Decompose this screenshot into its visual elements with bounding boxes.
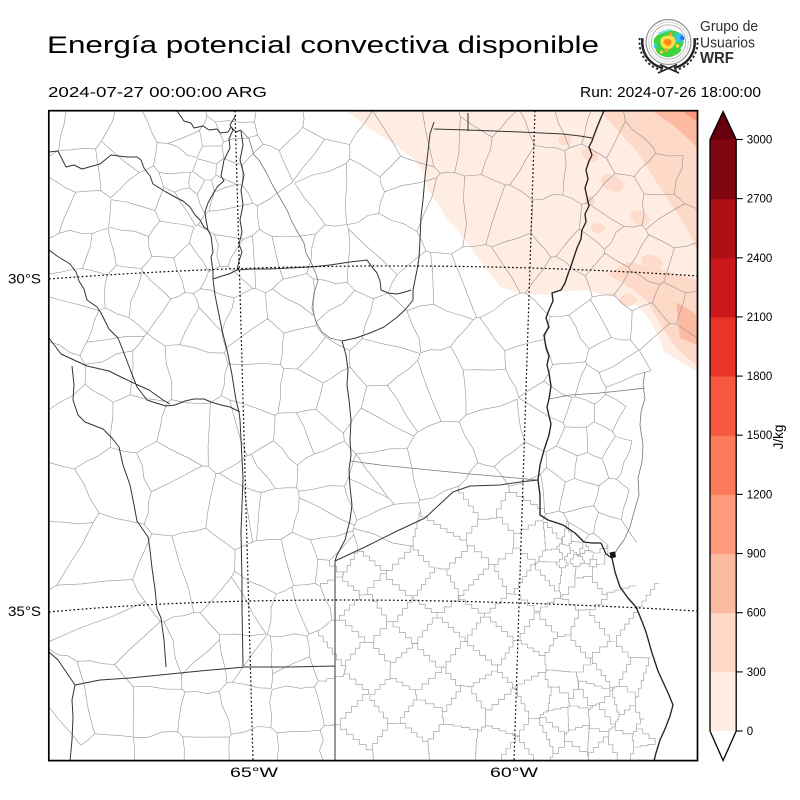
- svg-text:600: 600: [747, 608, 766, 620]
- svg-text:1800: 1800: [747, 371, 773, 383]
- svg-text:35°S: 35°S: [8, 604, 41, 619]
- svg-text:300: 300: [747, 667, 766, 679]
- svg-text:2024-07-27 00:00:00 ARG: 2024-07-27 00:00:00 ARG: [48, 85, 267, 101]
- svg-text:WRF: WRF: [700, 50, 734, 68]
- svg-text:Usuarios: Usuarios: [700, 35, 755, 52]
- svg-text:0: 0: [747, 726, 753, 738]
- svg-text:1200: 1200: [747, 489, 773, 501]
- svg-text:2400: 2400: [747, 253, 773, 265]
- svg-text:1500: 1500: [747, 430, 773, 442]
- svg-text:65°W: 65°W: [230, 765, 278, 780]
- svg-text:900: 900: [747, 549, 766, 561]
- svg-text:2100: 2100: [747, 312, 773, 324]
- svg-text:3000: 3000: [747, 135, 773, 147]
- svg-text:2700: 2700: [747, 194, 773, 206]
- svg-text:J/kg: J/kg: [771, 425, 786, 450]
- svg-text:Run: 2024-07-26 18:00:00: Run: 2024-07-26 18:00:00: [580, 85, 761, 101]
- svg-text:60°W: 60°W: [490, 765, 538, 780]
- svg-text:30°S: 30°S: [8, 272, 41, 287]
- svg-text:Grupo de: Grupo de: [700, 19, 758, 36]
- svg-text:Energía potencial convectiva d: Energía potencial convectiva disponible: [47, 32, 599, 59]
